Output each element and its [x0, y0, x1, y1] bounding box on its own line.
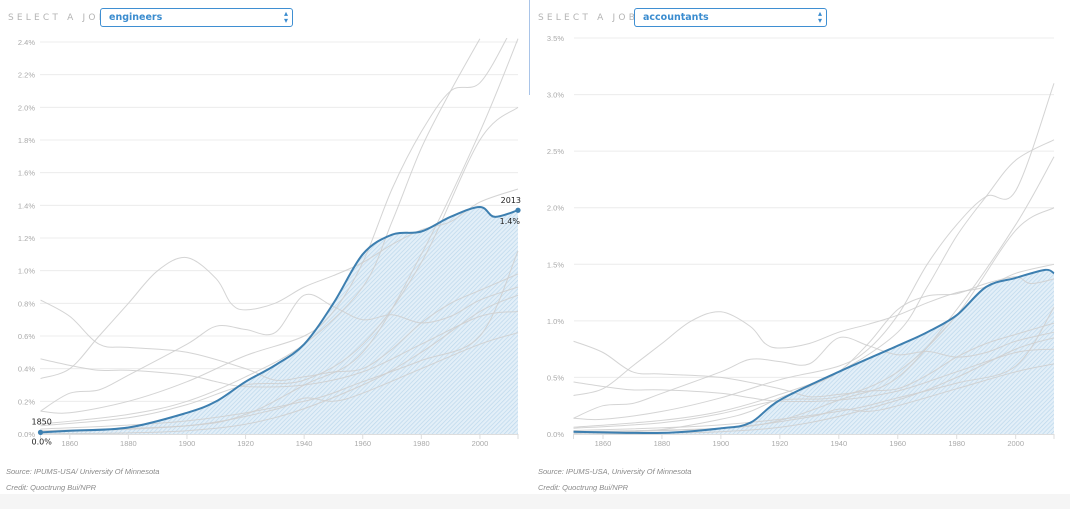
x-tick-label: 1900: [179, 439, 196, 448]
y-tick-label: 3.5%: [547, 34, 564, 43]
y-tick-label: 0.5%: [547, 373, 564, 382]
end-point-marker: [515, 207, 521, 213]
background-series-line[interactable]: [573, 139, 1055, 428]
y-tick-label: 0.6%: [18, 332, 35, 341]
credit-note: Credit: Quoctrung Bui/NPR: [6, 483, 97, 492]
y-tick-label: 3.0%: [547, 91, 564, 100]
x-tick-label: 2000: [1007, 439, 1024, 448]
chart-panel-engineers: SELECT A JOB: engineers ▴ ▾ 0.0% 0.2% 0.4% 0…: [0, 0, 535, 494]
x-tick-label: 1880: [654, 439, 671, 448]
chart-panel-accountants: SELECT A JOB: accountants ▴ ▾ 0.0% 0.5% 1.0…: [530, 0, 1065, 494]
x-tick-label: 1960: [354, 439, 371, 448]
source-note: Source: IPUMS-USA/ University Of Minneso…: [6, 467, 160, 476]
y-tick-label: 1.0%: [547, 317, 564, 326]
y-tick-label: 1.4%: [18, 201, 35, 210]
y-tick-label: 2.2%: [18, 71, 35, 80]
select-arrows-icon: ▴ ▾: [283, 9, 288, 25]
y-tick-label: 2.0%: [18, 103, 35, 112]
y-tick-label: 1.2%: [18, 234, 35, 243]
x-tick-label: 1940: [296, 439, 313, 448]
x-tick-label: 1920: [237, 439, 254, 448]
y-tick-label: 2.4%: [18, 38, 35, 47]
line-chart-accountants: 0.0% 0.5% 1.0% 1.5% 2.0% 2.5% 3.0% 3.5% 1860 1880…: [547, 34, 1055, 448]
start-point-marker: [37, 429, 44, 435]
source-note: Source: IPUMS-USA, University Of Minneso…: [538, 467, 692, 476]
panel-divider: [529, 0, 530, 95]
background-series-line[interactable]: [40, 106, 519, 427]
background-series-line[interactable]: [573, 276, 1055, 434]
background-series-line[interactable]: [40, 311, 519, 388]
y-tick-label: 0.8%: [18, 299, 35, 308]
job-select-dropdown[interactable]: engineers ▴ ▾: [100, 8, 293, 27]
x-tick-label: 1880: [120, 439, 137, 448]
select-job-label: SELECT A JOB:: [8, 13, 115, 23]
job-select-value: accountants: [643, 12, 709, 23]
background-series-line[interactable]: [573, 83, 1055, 421]
y-tick-label: 1.5%: [547, 260, 564, 269]
start-year-label: 1850: [32, 417, 52, 426]
background-series-line[interactable]: [40, 332, 519, 433]
x-tick-label: 1860: [595, 439, 612, 448]
background-series-line[interactable]: [40, 273, 519, 381]
y-tick-label: 0.0%: [18, 430, 35, 439]
x-tick-label: 1920: [772, 439, 789, 448]
select-arrows-icon: ▴ ▾: [817, 9, 822, 25]
background-series-line[interactable]: [40, 188, 519, 379]
x-tick-label: 1940: [830, 439, 847, 448]
line-chart-engineers: 0.0% 0.2% 0.4% 0.6% 0.8% 1.0% 1.2% 1.4% 1.6% 1.8%…: [18, 38, 521, 448]
background-series-line[interactable]: [40, 38, 481, 425]
background-series-line[interactable]: [40, 294, 519, 434]
y-tick-label: 0.4%: [18, 365, 35, 374]
x-tick-label: 1900: [713, 439, 730, 448]
background-series-line[interactable]: [40, 286, 519, 412]
y-tick-label: 1.6%: [18, 169, 35, 178]
highlight-area-engineers: [40, 207, 518, 434]
x-tick-label: 1980: [948, 439, 965, 448]
x-tick-label: 2000: [472, 439, 489, 448]
select-job-label: SELECT A JOB:: [538, 13, 645, 23]
background-series-line[interactable]: [573, 263, 1055, 396]
x-tick-label: 1860: [61, 439, 78, 448]
x-tick-label: 1980: [413, 439, 430, 448]
job-select-value: engineers: [109, 12, 163, 23]
job-select-dropdown[interactable]: accountants ▴ ▾: [634, 8, 827, 27]
highlight-line-engineers[interactable]: [40, 205, 519, 434]
y-tick-label: 2.0%: [547, 204, 564, 213]
background-series-line[interactable]: [573, 337, 1055, 434]
y-tick-label: 2.5%: [547, 147, 564, 156]
y-tick-label: 1.0%: [18, 267, 35, 276]
background-series-line[interactable]: [573, 322, 1055, 398]
start-value-label: 0.0%: [32, 437, 53, 446]
background-series-line[interactable]: [573, 207, 1055, 429]
end-value-label: 1.4%: [500, 217, 521, 226]
background-series-line[interactable]: [573, 331, 1055, 419]
y-tick-label: 1.8%: [18, 136, 35, 145]
y-tick-label: 0.2%: [18, 397, 35, 406]
y-tick-label: 0.0%: [547, 430, 564, 439]
credit-note: Credit: Quoctrung Bui/NPR: [538, 483, 629, 492]
highlight-area-accountants: [573, 269, 1054, 434]
end-year-label: 2013: [501, 196, 521, 205]
page-footer-band: [0, 494, 1070, 509]
background-series-line[interactable]: [40, 250, 519, 430]
background-series-line[interactable]: [573, 307, 1055, 432]
highlight-line-accountants[interactable]: [573, 268, 1055, 434]
x-tick-label: 1960: [889, 439, 906, 448]
